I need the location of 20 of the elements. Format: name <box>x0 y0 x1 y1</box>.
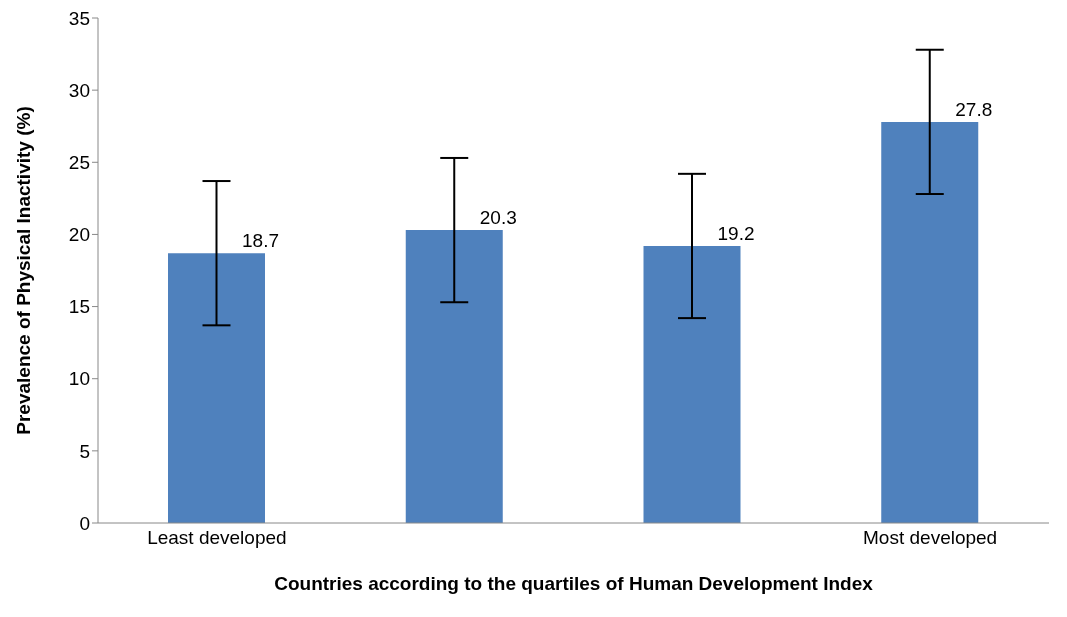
y-tick-label: 30 <box>68 79 90 101</box>
y-tick-label: 15 <box>68 296 90 318</box>
x-axis-title: Countries according to the quartiles of Human Development Index <box>274 573 874 594</box>
y-tick-label: 35 <box>68 7 90 29</box>
y-tick-label: 5 <box>79 440 90 462</box>
data-label: 20.3 <box>479 207 517 229</box>
y-tick-label: 20 <box>68 224 90 246</box>
x-tick-label: Least developed <box>147 527 287 549</box>
data-label: 27.8 <box>955 98 993 120</box>
y-axis-title: Prevalence of Physical Inactivity (%) <box>12 106 34 435</box>
bar <box>643 245 741 523</box>
bar <box>405 230 503 523</box>
data-label: 18.7 <box>242 230 279 252</box>
data-label: 19.2 <box>717 222 755 244</box>
x-tick-label: Most developed <box>863 527 998 549</box>
y-tick-label: 10 <box>68 368 90 390</box>
y-tick-label: 0 <box>79 512 90 534</box>
bar <box>168 253 265 523</box>
y-tick-label: 25 <box>68 152 90 174</box>
bar <box>881 121 979 523</box>
